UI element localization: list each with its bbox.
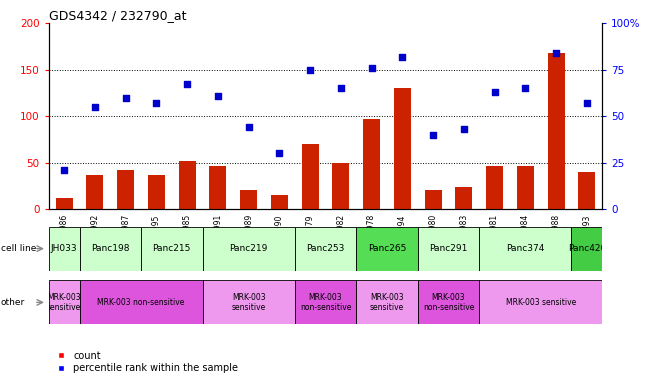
Bar	[301, 144, 318, 209]
Bar	[578, 172, 595, 209]
Point	[551, 50, 561, 56]
Bar	[56, 198, 73, 209]
Bar	[356, 227, 418, 271]
Bar	[295, 227, 356, 271]
Bar	[141, 227, 202, 271]
Bar	[333, 163, 350, 209]
Point	[367, 65, 377, 71]
Bar	[456, 187, 472, 209]
Bar	[394, 88, 411, 209]
Bar	[49, 280, 79, 324]
Point	[182, 81, 193, 88]
Bar	[79, 227, 141, 271]
Bar	[418, 227, 479, 271]
Text: Panc265: Panc265	[368, 244, 406, 253]
Bar	[547, 53, 564, 209]
Bar	[424, 190, 441, 209]
Bar	[210, 166, 227, 209]
Text: MRK-003
non-sensitive: MRK-003 non-sensitive	[300, 293, 351, 312]
Point	[428, 132, 438, 138]
Bar	[486, 166, 503, 209]
Text: JH033: JH033	[51, 244, 77, 253]
Point	[120, 94, 131, 101]
Point	[490, 89, 500, 95]
Point	[397, 53, 408, 60]
Text: Panc291: Panc291	[429, 244, 467, 253]
Point	[90, 104, 100, 110]
Point	[151, 100, 161, 106]
Text: other: other	[1, 298, 25, 307]
Point	[520, 85, 531, 91]
Bar	[479, 280, 602, 324]
Text: Panc198: Panc198	[91, 244, 130, 253]
Text: Panc219: Panc219	[229, 244, 268, 253]
Bar	[517, 166, 534, 209]
Point	[274, 151, 284, 157]
Bar	[117, 170, 134, 209]
Bar	[49, 227, 79, 271]
Text: Panc215: Panc215	[152, 244, 191, 253]
Point	[458, 126, 469, 132]
Text: GDS4342 / 232790_at: GDS4342 / 232790_at	[49, 9, 186, 22]
Bar	[240, 190, 257, 209]
Text: MRK-003 sensitive: MRK-003 sensitive	[506, 298, 576, 307]
Point	[213, 93, 223, 99]
Bar	[356, 280, 418, 324]
Point	[59, 167, 70, 173]
Bar	[148, 175, 165, 209]
Text: MRK-003 non-sensitive: MRK-003 non-sensitive	[98, 298, 185, 307]
Bar	[572, 227, 602, 271]
Text: Panc420: Panc420	[568, 244, 606, 253]
Bar	[271, 195, 288, 209]
Text: cell line: cell line	[1, 244, 36, 253]
Bar	[363, 119, 380, 209]
Text: MRK-003
sensitive: MRK-003 sensitive	[47, 293, 81, 312]
Bar	[79, 280, 202, 324]
Bar	[87, 175, 104, 209]
Bar	[202, 280, 295, 324]
Text: Panc253: Panc253	[307, 244, 344, 253]
Point	[336, 85, 346, 91]
Point	[581, 100, 592, 106]
Point	[243, 124, 254, 131]
Bar	[479, 227, 572, 271]
Bar	[295, 280, 356, 324]
Legend: count, percentile rank within the sample: count, percentile rank within the sample	[53, 347, 242, 377]
Text: MRK-003
sensitive: MRK-003 sensitive	[232, 293, 266, 312]
Bar	[202, 227, 295, 271]
Bar	[179, 161, 195, 209]
Text: MRK-003
sensitive: MRK-003 sensitive	[370, 293, 404, 312]
Text: Panc374: Panc374	[506, 244, 544, 253]
Bar	[418, 280, 479, 324]
Text: MRK-003
non-sensitive: MRK-003 non-sensitive	[422, 293, 474, 312]
Point	[305, 66, 315, 73]
